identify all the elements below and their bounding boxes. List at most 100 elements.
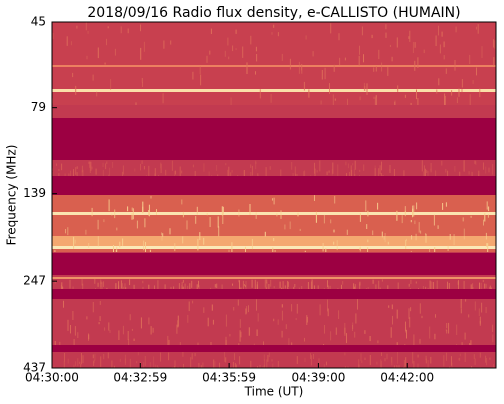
texture (89, 164, 91, 173)
texture (296, 303, 298, 314)
texture (404, 94, 406, 98)
texture (334, 98, 336, 101)
texture (218, 226, 220, 237)
texture (69, 279, 71, 289)
texture (177, 366, 179, 368)
texture (214, 284, 216, 288)
texture (239, 356, 241, 365)
texture (381, 279, 383, 282)
texture (354, 173, 356, 176)
texture (280, 169, 282, 176)
texture (366, 224, 368, 229)
texture (125, 287, 127, 289)
texture (214, 361, 216, 368)
texture (65, 229, 66, 234)
texture (409, 30, 411, 42)
texture (313, 354, 314, 359)
texture (304, 250, 306, 252)
texture (104, 327, 106, 331)
texture (76, 172, 78, 176)
texture (143, 362, 145, 368)
texture (413, 334, 415, 345)
texture (80, 363, 82, 368)
texture (380, 360, 382, 368)
texture (345, 161, 347, 166)
texture (232, 361, 234, 368)
texture (79, 361, 81, 364)
texture (186, 220, 188, 230)
texture (105, 163, 107, 170)
texture (81, 170, 83, 176)
texture (203, 163, 205, 172)
texture (182, 286, 184, 289)
texture (245, 285, 246, 288)
texture (303, 81, 305, 91)
texture (119, 241, 121, 248)
texture (162, 233, 164, 237)
texture (70, 41, 72, 46)
texture (98, 322, 100, 325)
texture (102, 281, 104, 287)
texture (437, 225, 439, 229)
texture (181, 199, 183, 205)
texture (262, 365, 264, 368)
texture (194, 353, 196, 357)
texture (474, 301, 476, 311)
texture (409, 288, 411, 289)
texture (314, 195, 315, 201)
texture (277, 361, 279, 367)
texture (256, 299, 257, 311)
texture (167, 335, 169, 345)
texture (182, 352, 184, 357)
texture (364, 86, 366, 91)
texture (367, 247, 369, 252)
texture (472, 283, 474, 289)
texture (419, 303, 421, 314)
texture (213, 359, 215, 368)
texture (359, 45, 360, 55)
texture (62, 286, 63, 289)
texture (352, 163, 354, 166)
texture (458, 88, 460, 97)
texture (91, 166, 93, 170)
x-tick-label: 04:32:59 (113, 371, 167, 385)
texture (341, 284, 342, 289)
texture (353, 283, 355, 289)
texture (154, 285, 155, 289)
texture (106, 161, 108, 164)
texture (461, 79, 463, 88)
texture (488, 167, 490, 173)
texture (162, 93, 164, 104)
x-tick-label: 04:35:59 (202, 371, 256, 385)
texture (255, 160, 257, 170)
texture (289, 221, 291, 230)
texture (441, 160, 443, 166)
texture (415, 233, 417, 241)
texture (184, 283, 186, 289)
texture (347, 98, 348, 105)
texture (94, 353, 96, 361)
texture (267, 355, 269, 362)
texture (429, 326, 431, 339)
texture (177, 320, 179, 328)
texture (346, 229, 348, 235)
texture (95, 168, 97, 175)
texture (265, 287, 267, 289)
texture (468, 171, 470, 175)
texture (417, 363, 419, 368)
texture (228, 249, 230, 252)
texture (332, 162, 334, 174)
texture (194, 170, 196, 176)
texture (414, 42, 416, 48)
texture (191, 353, 193, 360)
texture (296, 174, 298, 176)
texture (263, 364, 265, 368)
texture (455, 26, 457, 33)
texture (230, 366, 232, 368)
texture (462, 217, 464, 222)
texture (68, 173, 70, 176)
texture (409, 317, 411, 328)
texture (472, 80, 474, 84)
texture (421, 315, 423, 319)
texture (361, 360, 363, 363)
